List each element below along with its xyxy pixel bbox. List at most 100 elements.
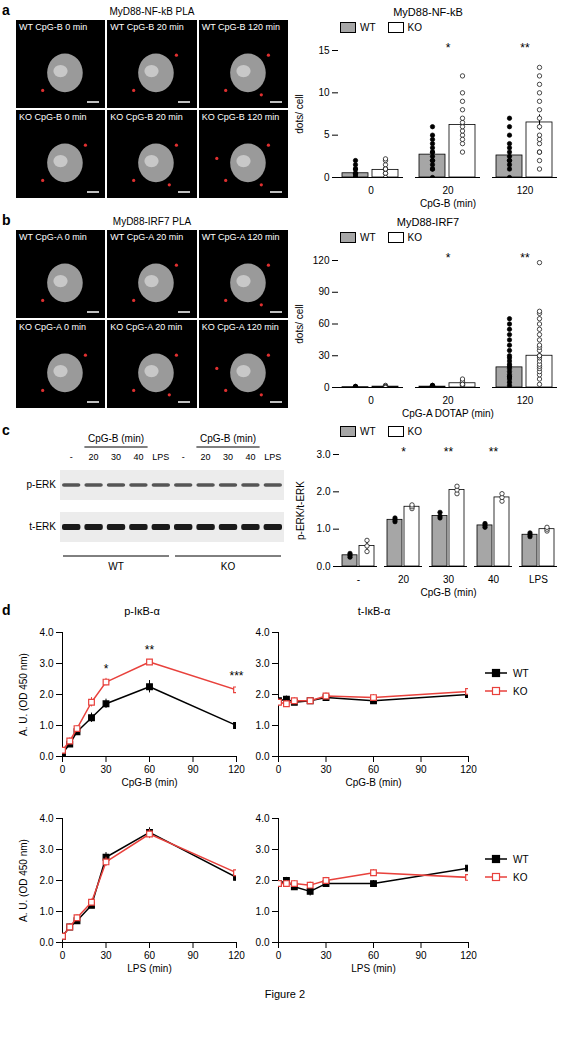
svg-text:1.0: 1.0 <box>256 906 270 917</box>
svg-text:20: 20 <box>442 395 454 406</box>
svg-text:dots/ cell: dots/ cell <box>294 94 305 133</box>
svg-text:1.0: 1.0 <box>40 906 54 917</box>
svg-text:10: 10 <box>318 87 330 98</box>
svg-text:2.0: 2.0 <box>256 689 270 700</box>
svg-text:0.0: 0.0 <box>256 937 270 948</box>
svg-text:40: 40 <box>488 574 500 585</box>
svg-text:60: 60 <box>144 950 156 961</box>
svg-text:1.0: 1.0 <box>40 720 54 731</box>
svg-text:A. U. (OD 450 nm): A. U. (OD 450 nm) <box>18 839 29 922</box>
svg-text:15: 15 <box>318 45 330 56</box>
svg-text:CpG-B (min): CpG-B (min) <box>200 433 256 444</box>
svg-text:1.0: 1.0 <box>317 523 331 534</box>
svg-text:30: 30 <box>111 452 121 462</box>
svg-text:30: 30 <box>100 764 112 775</box>
svg-text:40: 40 <box>133 452 143 462</box>
svg-text:20: 20 <box>201 452 211 462</box>
svg-text:**: ** <box>489 445 499 459</box>
svg-text:*: * <box>446 41 451 55</box>
svg-text:0: 0 <box>368 185 374 196</box>
svg-text:-: - <box>70 452 73 462</box>
svg-text:3.0: 3.0 <box>317 449 331 460</box>
svg-text:120: 120 <box>313 255 330 266</box>
svg-text:0: 0 <box>324 172 330 183</box>
svg-text:120: 120 <box>517 395 534 406</box>
svg-text:0: 0 <box>324 382 330 393</box>
svg-text:***: *** <box>229 669 243 683</box>
svg-text:120: 120 <box>517 185 534 196</box>
svg-text:LPS (min): LPS (min) <box>351 963 395 974</box>
svg-text:dots/ cell: dots/ cell <box>294 304 305 343</box>
svg-text:120: 120 <box>460 950 477 961</box>
svg-text:0: 0 <box>60 950 66 961</box>
svg-text:t-ERK: t-ERK <box>29 521 56 532</box>
svg-text:120: 120 <box>228 950 245 961</box>
svg-text:30: 30 <box>320 764 332 775</box>
svg-text:**: ** <box>520 251 530 265</box>
svg-text:60: 60 <box>368 764 380 775</box>
svg-text:30: 30 <box>100 950 112 961</box>
svg-text:30: 30 <box>318 350 330 361</box>
svg-text:CpG-B (min): CpG-B (min) <box>420 587 476 598</box>
svg-text:120: 120 <box>228 764 245 775</box>
svg-text:0: 0 <box>276 950 282 961</box>
svg-text:2.0: 2.0 <box>317 486 331 497</box>
svg-text:-: - <box>182 452 185 462</box>
svg-text:LPS: LPS <box>529 574 548 585</box>
svg-text:4.0: 4.0 <box>256 627 270 638</box>
svg-text:60: 60 <box>144 764 156 775</box>
svg-text:CpG-B (min): CpG-B (min) <box>420 198 476 209</box>
svg-text:*: * <box>401 445 406 459</box>
svg-text:30: 30 <box>320 950 332 961</box>
svg-text:3.0: 3.0 <box>40 844 54 855</box>
svg-text:0.0: 0.0 <box>40 751 54 762</box>
svg-text:20: 20 <box>398 574 410 585</box>
svg-text:0.0: 0.0 <box>40 937 54 948</box>
svg-text:60: 60 <box>318 318 330 329</box>
svg-text:3.0: 3.0 <box>256 658 270 669</box>
svg-text:*: * <box>104 662 109 676</box>
svg-text:CpG-A DOTAP (min): CpG-A DOTAP (min) <box>402 408 494 419</box>
svg-text:**: ** <box>520 41 530 55</box>
svg-text:CpG-B (min): CpG-B (min) <box>345 777 401 788</box>
svg-text:90: 90 <box>187 764 199 775</box>
svg-text:0: 0 <box>276 764 282 775</box>
svg-text:1.0: 1.0 <box>256 720 270 731</box>
svg-text:**: ** <box>444 445 454 459</box>
svg-text:30: 30 <box>223 452 233 462</box>
svg-text:4.0: 4.0 <box>40 813 54 824</box>
svg-text:90: 90 <box>415 764 427 775</box>
svg-text:60: 60 <box>368 950 380 961</box>
svg-text:WT: WT <box>108 561 124 572</box>
svg-text:120: 120 <box>460 764 477 775</box>
svg-text:2.0: 2.0 <box>40 875 54 886</box>
svg-text:4.0: 4.0 <box>40 627 54 638</box>
svg-text:0.0: 0.0 <box>256 751 270 762</box>
svg-text:30: 30 <box>443 574 455 585</box>
svg-text:2.0: 2.0 <box>40 689 54 700</box>
svg-text:90: 90 <box>318 286 330 297</box>
svg-text:20: 20 <box>442 185 454 196</box>
svg-text:20: 20 <box>89 452 99 462</box>
svg-text:p-ERK: p-ERK <box>27 479 57 490</box>
svg-text:40: 40 <box>245 452 255 462</box>
svg-text:3.0: 3.0 <box>40 658 54 669</box>
svg-text:CpG-B (min): CpG-B (min) <box>121 777 177 788</box>
svg-text:5: 5 <box>324 129 330 140</box>
svg-text:*: * <box>446 251 451 265</box>
svg-text:p-ERK/t-ERK: p-ERK/t-ERK <box>295 481 306 540</box>
svg-text:LPS (min): LPS (min) <box>127 963 171 974</box>
svg-text:90: 90 <box>187 950 199 961</box>
svg-text:**: ** <box>145 643 155 657</box>
svg-text:LPS: LPS <box>264 452 281 462</box>
svg-text:0.0: 0.0 <box>317 561 331 572</box>
svg-text:0: 0 <box>60 764 66 775</box>
svg-text:3.0: 3.0 <box>256 844 270 855</box>
svg-text:4.0: 4.0 <box>256 813 270 824</box>
svg-text:-: - <box>357 574 360 585</box>
svg-text:A. U. (OD 450 nm): A. U. (OD 450 nm) <box>18 653 29 736</box>
svg-text:0: 0 <box>368 395 374 406</box>
svg-text:90: 90 <box>415 950 427 961</box>
svg-text:LPS: LPS <box>152 452 169 462</box>
svg-text:KO: KO <box>221 561 236 572</box>
